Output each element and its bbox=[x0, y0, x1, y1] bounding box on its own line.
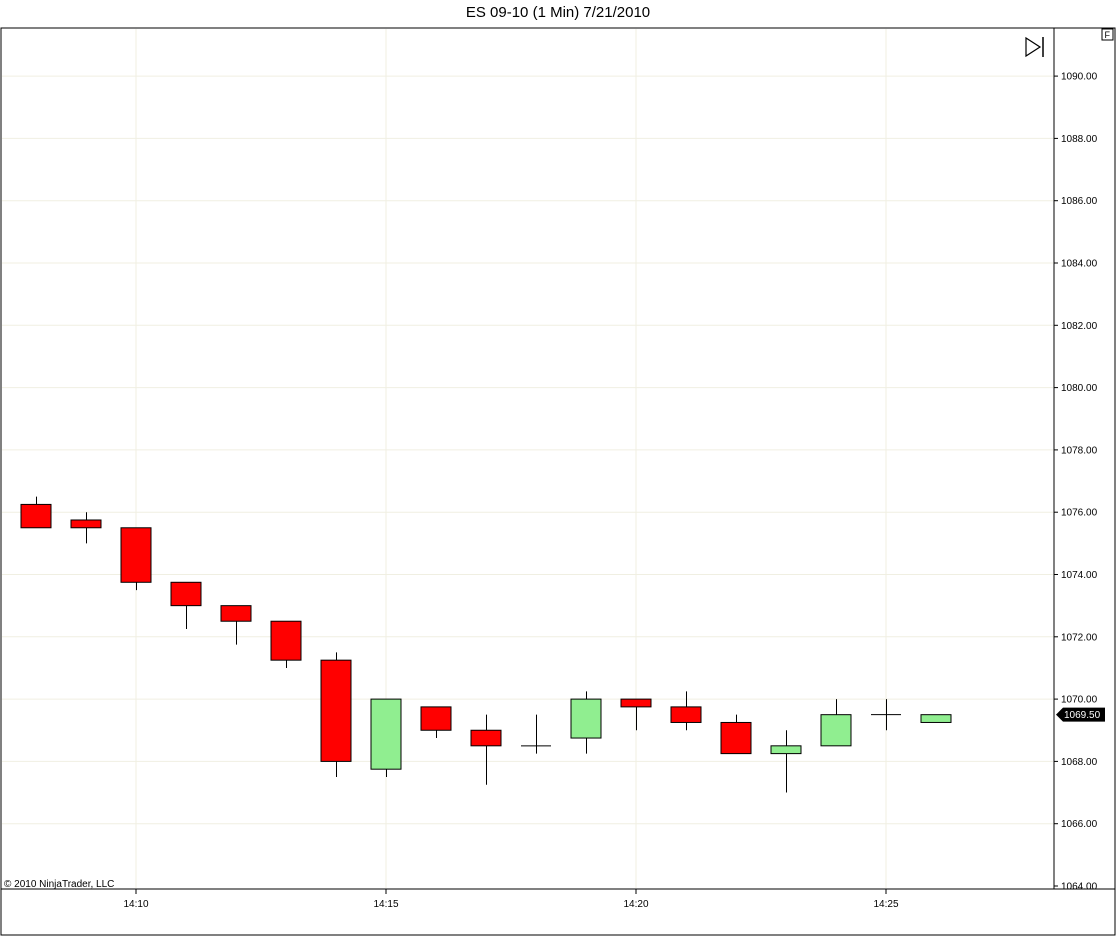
candle-body bbox=[220, 605, 252, 622]
y-tick-label: 1076.00 bbox=[1061, 508, 1098, 519]
y-tick-label: 1086.00 bbox=[1061, 196, 1098, 207]
candle bbox=[370, 698, 402, 777]
y-tick-label: 1072.00 bbox=[1061, 632, 1098, 643]
plot-area[interactable] bbox=[0, 27, 1055, 890]
candle bbox=[270, 620, 302, 668]
y-tick-label: 1090.00 bbox=[1061, 72, 1098, 83]
candle bbox=[220, 605, 252, 645]
skip-to-end-icon[interactable] bbox=[1025, 36, 1044, 58]
candle-body bbox=[70, 519, 102, 529]
candle bbox=[570, 691, 602, 754]
y-tick-label: 1066.00 bbox=[1061, 819, 1098, 830]
candle-body bbox=[270, 620, 302, 661]
x-axis: 14:10 14:15 14:20 14:25 bbox=[123, 889, 899, 910]
candle bbox=[720, 714, 752, 755]
candle-body bbox=[670, 706, 702, 723]
y-tick-label: 1088.00 bbox=[1061, 134, 1098, 145]
y-tick-label: 1084.00 bbox=[1061, 259, 1098, 270]
x-tick-label: 14:25 bbox=[873, 899, 898, 910]
candle-body bbox=[620, 698, 652, 708]
candle bbox=[770, 730, 802, 793]
grid-lines bbox=[2, 29, 1053, 888]
chart-title: ES 09-10 (1 Min) 7/21/2010 bbox=[465, 4, 651, 21]
candle-body bbox=[370, 698, 402, 770]
candle bbox=[320, 652, 352, 777]
candle-body bbox=[120, 527, 152, 583]
candle bbox=[670, 691, 702, 731]
candle-body bbox=[170, 581, 202, 607]
candle bbox=[521, 714, 551, 754]
candle-body bbox=[820, 714, 852, 747]
candle-body bbox=[20, 503, 52, 529]
candle-body bbox=[570, 698, 602, 739]
candle bbox=[620, 698, 652, 731]
candle-body bbox=[770, 745, 802, 755]
last-price-marker bbox=[1056, 707, 1105, 722]
candle bbox=[170, 581, 202, 630]
candle bbox=[20, 496, 52, 529]
price-axis[interactable] bbox=[1053, 27, 1116, 890]
y-tick-label: 1082.00 bbox=[1061, 321, 1098, 332]
candle bbox=[70, 512, 102, 544]
y-tick-label: 1068.00 bbox=[1061, 757, 1098, 768]
candle bbox=[820, 699, 852, 747]
x-tick-label: 14:15 bbox=[373, 899, 398, 910]
x-tick-label: 14:20 bbox=[623, 899, 648, 910]
time-axis[interactable] bbox=[0, 888, 1116, 936]
candle bbox=[120, 527, 152, 591]
y-tick-label: 1078.00 bbox=[1061, 445, 1098, 456]
copyright-text: © 2010 NinjaTrader, LLC bbox=[4, 879, 114, 890]
x-tick-label: 14:10 bbox=[123, 899, 148, 910]
y-tick-label: 1070.00 bbox=[1061, 695, 1098, 706]
candlestick-series bbox=[20, 496, 952, 793]
candle-body bbox=[470, 729, 502, 747]
candle bbox=[420, 706, 452, 739]
candle bbox=[470, 714, 502, 785]
y-axis: 1064.00 1066.00 1068.00 1070.00 1072.00 1074.… bbox=[1054, 72, 1098, 893]
candle bbox=[920, 714, 952, 723]
candle-body bbox=[320, 659, 352, 762]
candle bbox=[871, 699, 901, 731]
last-price-tag: 1069.50 bbox=[1056, 707, 1105, 722]
y-tick-label: 1074.00 bbox=[1061, 570, 1098, 581]
last-price-label: 1069.50 bbox=[1064, 710, 1101, 721]
y-tick-label: 1080.00 bbox=[1061, 383, 1098, 394]
corner-f-button[interactable]: F bbox=[1101, 28, 1114, 41]
y-tick-label: 1064.00 bbox=[1061, 882, 1098, 893]
candle-body bbox=[720, 721, 752, 755]
corner-f-label: F bbox=[1105, 30, 1111, 40]
candle-body bbox=[920, 714, 952, 723]
candle-body bbox=[420, 706, 452, 731]
